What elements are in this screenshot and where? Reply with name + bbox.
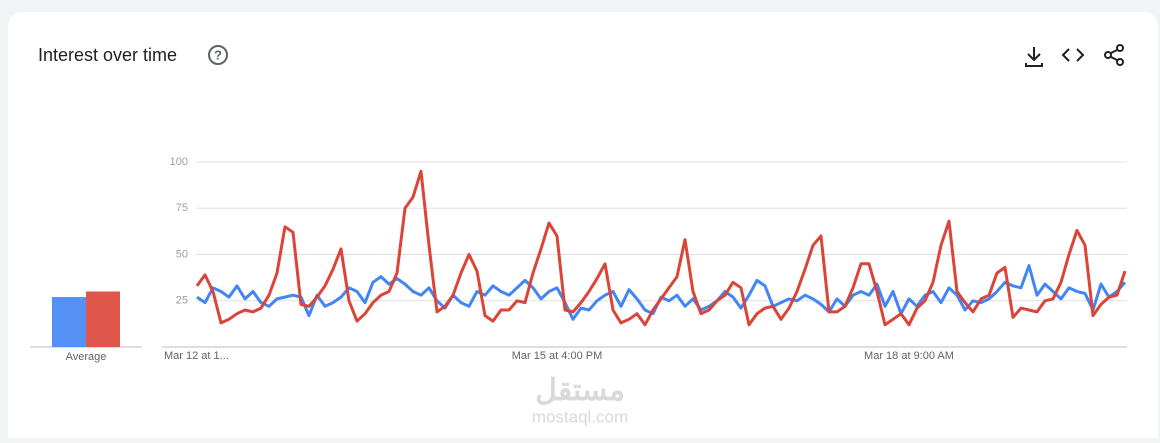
x-tick-label: Mar 18 at 9:00 AM	[864, 350, 954, 362]
x-tick-label: Mar 15 at 4:00 PM	[512, 350, 603, 362]
card-title: Interest over time	[38, 45, 177, 65]
watermark-latin: mostaql.com	[532, 407, 628, 426]
average-bar	[52, 297, 86, 347]
x-tick-label: Mar 12 at 1...	[164, 350, 229, 362]
y-tick-label: 50	[176, 248, 188, 260]
embed-button[interactable]	[1061, 48, 1085, 62]
download-button[interactable]	[1025, 47, 1043, 67]
share-button[interactable]	[1104, 44, 1124, 66]
series-line	[195, 169, 1127, 327]
svg-text:?: ?	[214, 47, 222, 62]
y-tick-label: 100	[170, 156, 188, 168]
help-icon[interactable]: ?	[208, 45, 228, 65]
watermark-arabic: مستقل	[535, 374, 625, 407]
y-tick-label: 25	[176, 295, 188, 307]
average-bar	[86, 291, 120, 347]
y-tick-label: 75	[176, 202, 188, 214]
average-label: Average	[66, 351, 107, 363]
card	[8, 12, 1158, 443]
